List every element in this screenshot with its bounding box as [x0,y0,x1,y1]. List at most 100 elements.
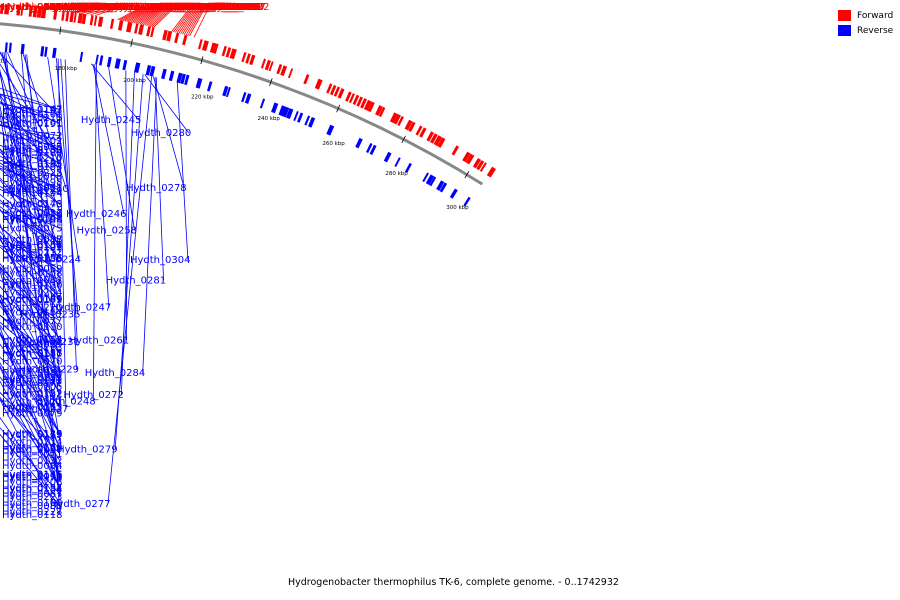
legend-forward-label: Forward [857,10,894,21]
reverse-gene-label: Hydth_0192 [2,214,63,225]
reverse-gene-label: Hydth_0131 [2,375,63,386]
reverse-gene [99,55,104,66]
forward-gene [117,20,124,31]
reverse-gene [52,47,57,59]
label-connector [72,6,98,13]
reverse-gene-label: Hydth_0277 [50,499,111,510]
reverse-gene-label: Hydth_0233 [2,373,63,384]
reverse-gene-label: Hydth_0165 [2,402,63,413]
reverse-gene-label: Hydth_0075 [2,223,63,234]
tick-label: 240 kbp [258,116,281,122]
forward-gene-label: Hydth_0099 [2,2,63,13]
reverse-gene [225,87,231,98]
label-connector [0,295,61,381]
forward-gene [81,13,87,25]
reverse-gene-label: Hydth_0304 [130,255,191,266]
reverse-gene-label: Hydth_0080 [2,501,63,512]
forward-gene-label: Hydth_0267 [175,2,236,13]
label-connector [171,6,191,32]
forward-gene-label: Hydth_0254 [142,2,203,13]
reverse-gene-label: Hydth_0108 [2,268,63,279]
forward-gene [367,101,375,113]
forward-gene [77,13,83,24]
forward-gene [352,94,360,106]
reverse-gene-label: Hydth_0112 [2,375,63,386]
forward-gene-label: Hydth_0263 [167,2,228,13]
forward-gene-label: Hydth_0250 [154,2,215,13]
reverse-gene-label: Hydth_0164 [2,307,63,318]
label-connector [57,58,67,409]
forward-gene-label: Hydth_0244 [160,2,221,13]
reverse-gene [369,144,377,155]
label-connector [0,366,61,489]
reverse-gene-label: Hydth_0130 [2,280,63,291]
reverse-gene-label: Hydth_0084 [2,461,63,472]
forward-gene-label: Hydth_0265 [159,2,220,13]
reverse-gene-label: Hydth_0221 [2,397,63,408]
reverse-gene [271,102,279,114]
forward-gene [397,116,404,127]
label-connector [0,285,61,354]
label-connector [176,6,196,34]
forward-gene-label: Hydth_0171 [2,2,63,13]
label-connector [173,6,193,33]
forward-gene-label: Hydth_0274 [172,2,233,13]
reverse-gene [134,62,141,74]
label-connector [121,6,146,21]
forward-gene [303,74,310,85]
label-connector [0,4,8,8]
label-connector [0,188,61,214]
forward-gene-label: Hydth_0183 [61,2,121,13]
forward-gene [260,58,267,69]
forward-gene-label: Hydth_0116 [2,2,63,13]
reverse-gene-label: Hydth_0279 [57,445,117,456]
label-connector [0,94,61,125]
forward-gene-label: Hydth_0170 [2,2,63,13]
forward-gene-label: Hydth_0173 [2,2,63,13]
forward-gene [213,43,219,54]
reverse-gene [180,73,186,85]
reverse-gene-label: Hydth_0225 [2,168,63,179]
reverse-gene-label: Hydth_0100 [2,498,63,509]
reverse-gene-label: Hydth_0098 [2,472,63,483]
tick-mark [130,38,133,47]
forward-gene-label: Hydth_0115 [2,2,63,13]
label-connector [0,331,61,476]
reverse-gene [145,64,152,76]
label-connector [148,6,171,27]
forward-gene-label: Hydth_0194 [69,2,130,13]
reverse-gene-label: Hydth_0155 [2,159,63,170]
label-connector [0,148,61,248]
reverse-gene-label: Hydth_0248 [35,396,96,407]
forward-gene [93,15,98,26]
forward-gene-label: Hydth_0174 [8,2,69,13]
reverse-gene-label: Hydth_0147 [2,105,63,116]
forward-gene-label: Hydth_0226 [67,2,128,13]
label-connector [0,416,61,504]
forward-gene-label: Hydth_0066 [2,2,63,13]
forward-gene [314,78,323,90]
reverse-gene-label: Hydth_0182 [2,389,63,400]
forward-gene-label: Hydth_0252 [145,2,206,13]
label-connector [0,266,61,354]
forward-gene-label: Hydth_0124 [2,2,63,13]
reverse-gene-label: Hydth_0232 [2,278,63,289]
forward-gene-label: Hydth_0293 [197,2,257,13]
forward-gene [174,32,180,44]
forward-gene-label: Hydth_0206 [71,2,132,13]
forward-gene [109,18,115,29]
label-connector [0,321,61,374]
label-connector [142,6,166,26]
reverse-gene-label: Hydth_0198 [2,177,63,188]
reverse-gene-label: Hydth_0231 [19,337,80,348]
label-connector [137,6,161,25]
label-connector [0,396,61,477]
tick-label: 200 kbp [123,78,146,84]
label-connector [0,238,61,341]
label-connector [81,6,107,14]
forward-gene [138,24,144,35]
forward-gene-label: Hydth_0125 [2,2,63,13]
reverse-gene-label: Hydth_0146 [2,470,63,481]
reverse-gene-label: Hydth_0087 [2,235,63,246]
forward-gene [249,54,256,66]
